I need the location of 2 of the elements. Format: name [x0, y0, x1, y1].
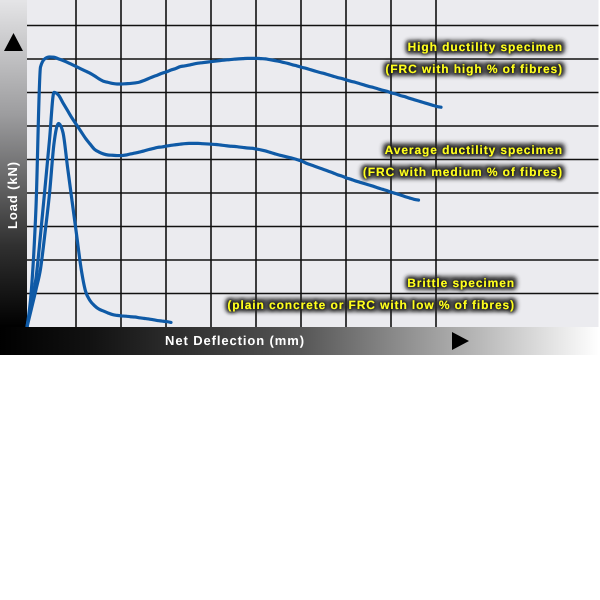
y-axis-title: Load (kN)	[5, 160, 20, 230]
x-axis-title: Net Deflection (mm)	[165, 333, 305, 348]
